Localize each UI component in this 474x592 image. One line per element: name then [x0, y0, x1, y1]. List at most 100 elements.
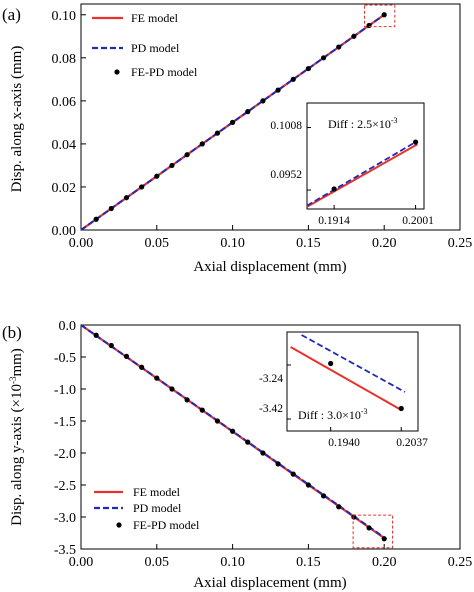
panel-a-ytick-label: 0.06	[52, 95, 77, 110]
panel-b-xtick-label: 0.25	[448, 555, 473, 570]
panel-b-ytick-label: -0.5	[54, 351, 76, 366]
panel-b-fepd-point	[305, 482, 311, 488]
panel-b-fepd-point	[336, 504, 342, 510]
panel-b-fepd-point	[275, 461, 281, 467]
panel-b-ytick-label: -1.0	[54, 383, 76, 398]
panel-a-ytick-label: 0.00	[52, 224, 77, 239]
panel-b-fepd-point	[199, 407, 205, 413]
panel-b-fepd-point	[93, 332, 99, 338]
panel-a-xtick-label: 0.20	[372, 236, 397, 251]
panel-b-inset: -3.24 -3.42 0.1940 0.2037 Diff : 3.0×10-…	[259, 331, 428, 449]
panel-b-markers	[93, 332, 387, 542]
panel-a-fepd-point	[260, 98, 266, 104]
panel-a-fepd-point	[351, 33, 357, 39]
panel-b-inset-pd-line	[301, 334, 406, 393]
panel-b-ytick-label: -2.5	[54, 479, 76, 494]
panel-b-fepd-point	[381, 536, 387, 542]
panel-a-frame	[80, 3, 461, 231]
panel-b-inset-xtick: 0.2037	[396, 437, 428, 449]
panel-b-inset-point	[328, 360, 334, 367]
panel-a-inset-fe-line	[306, 143, 418, 208]
legend-fepd-label: FE-PD model	[133, 518, 200, 532]
legend-pd-label: PD model	[133, 501, 182, 515]
panel-a-fepd-point	[275, 87, 281, 93]
panel-a-xtick-label: 0.10	[220, 236, 245, 251]
panel-b-frame	[80, 324, 461, 550]
panel-a-ytick-label: 0.10	[52, 9, 77, 24]
panel-b-inset-annotation: Diff : 3.0×10-3	[298, 407, 368, 422]
panel-b-fepd-point	[169, 386, 175, 392]
panel-b-ticks: 0.00 0.05 0.10 0.15 0.20 0.25 0.0 -0.5 -1.0 -1.5 -…	[54, 319, 472, 570]
panel-b-inset-ytick: -3.42	[259, 403, 283, 415]
panel-b-ytick-label: -3.5	[54, 543, 76, 558]
panel-b-highlight-box	[352, 514, 394, 549]
panel-a-inset-frame	[306, 102, 425, 210]
panel-a-fepd-point	[93, 216, 99, 222]
panel-a: (a) 0.00 0.05 0.10 0.15 0.20 0.25 0.00 0.02 0.04…	[2, 3, 473, 275]
panel-b-ylabel: Disp. along y-axis (×10-3mm)	[8, 348, 25, 526]
panel-b-inset-point	[398, 405, 404, 412]
panel-a-fepd-point	[123, 195, 130, 201]
panel-a-xtick-label: 0.25	[448, 236, 473, 251]
panel-a-fepd-point	[108, 205, 114, 212]
panel-b-fepd-point	[184, 397, 190, 403]
panel-a-ytick-label: 0.08	[52, 52, 77, 67]
panel-a-highlight-box	[363, 4, 396, 28]
panel-b-ytick-label: -2.0	[54, 447, 76, 462]
panel-b-fepd-point	[108, 342, 114, 349]
panel-a-inset-xtick: 0.2001	[402, 215, 434, 227]
panel-b-ytick-label: -1.5	[54, 415, 76, 430]
panel-b-fepd-point	[230, 428, 236, 434]
legend-fepd-marker	[116, 522, 122, 528]
panel-b-fepd-point	[245, 439, 251, 445]
panel-a-fepd-point	[214, 130, 221, 136]
panel-b-fepd-point	[139, 364, 145, 370]
panel-a-inset-xtick: 0.1914	[318, 215, 350, 227]
panel-a-fepd-point	[245, 109, 251, 115]
panel-b-xtick-label: 0.15	[296, 555, 321, 570]
panel-b-ytick-label: 0.0	[59, 319, 77, 334]
panel-b-xtick-label: 0.00	[69, 555, 94, 570]
legend-pd-label: PD model	[131, 41, 180, 55]
panel-a-ytick-label: 0.04	[52, 138, 77, 153]
panel-b-inset-xtick: 0.1940	[328, 437, 360, 449]
panel-b-fepd-point	[123, 353, 130, 359]
panel-b-fepd-point	[320, 493, 327, 499]
panel-b: (b) 0.00 0.05 0.10 0.15 0.20 0.25 0.0 -0.5 -1.0 -…	[2, 319, 472, 591]
panel-a-inset-ytick: 0.1008	[270, 120, 302, 132]
panel-a-fepd-point	[290, 76, 296, 82]
panel-a-markers	[93, 12, 387, 222]
panel-a-ytick-label: 0.02	[52, 181, 77, 196]
legend-fepd-label: FE-PD model	[131, 65, 198, 79]
panel-a-inset-point	[412, 139, 419, 145]
legend-fe-label: FE model	[131, 11, 179, 25]
legend-fe-label: FE model	[133, 485, 181, 499]
panel-a-fepd-point	[199, 141, 205, 147]
panel-b-legend: FE model PD model FE-PD model	[94, 485, 200, 532]
panel-a-inset-ytick: 0.0952	[270, 169, 302, 181]
panel-a-xtick-label: 0.05	[145, 236, 170, 251]
panel-a-fepd-point	[305, 65, 311, 72]
panel-a-inset-annotation: Diff : 2.5×10-3	[328, 116, 398, 131]
panel-b-fepd-point	[366, 525, 372, 531]
panel-b-fepd-point	[351, 514, 357, 520]
panel-a-xlabel: Axial displacement (mm)	[193, 259, 346, 275]
panel-b-xtick-label: 0.05	[145, 555, 170, 570]
panel-b-xtick-label: 0.10	[220, 555, 245, 570]
panel-b-xtick-label: 0.20	[372, 555, 397, 570]
panel-a-inset-series	[306, 127, 419, 209]
panel-b-inset-series	[287, 334, 406, 431]
panel-b-label: (b)	[2, 323, 22, 342]
panel-b-fepd-point	[154, 375, 160, 381]
panel-a-fepd-point	[154, 173, 160, 179]
panel-a-ticks: 0.00 0.05 0.10 0.15 0.20 0.25 0.00 0.02 0.04 0.06…	[52, 9, 473, 251]
panel-a-ylabel: Disp. along x-axis (mm)	[9, 46, 25, 193]
panel-b-fepd-point	[260, 450, 266, 456]
panel-a-fepd-point	[381, 12, 387, 18]
panel-b-fepd-point	[290, 471, 296, 477]
panel-a-xtick-label: 0.00	[69, 236, 94, 251]
panel-a-legend: FE model PD model FE-PD model	[92, 11, 198, 79]
panel-a-inset: 0.1008 0.0952 0.1914 0.2001 Diff : 2.5×1…	[270, 102, 434, 227]
panel-b-fepd-point	[214, 418, 221, 424]
